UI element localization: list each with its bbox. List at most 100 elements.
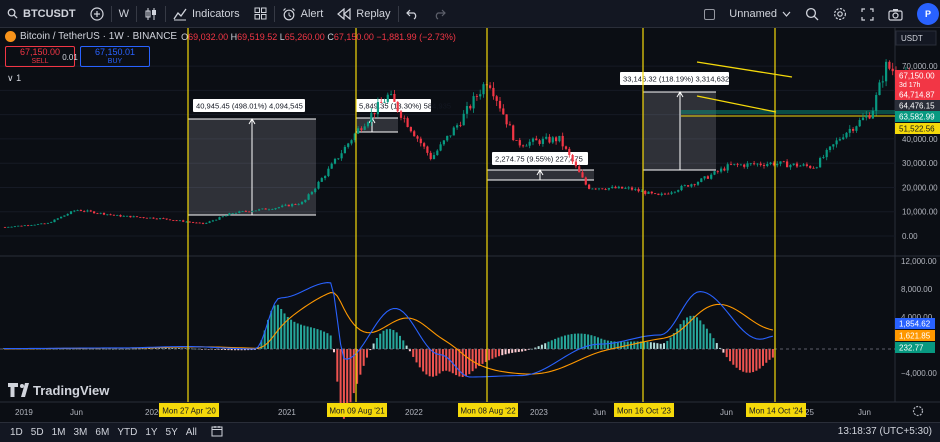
candle-body [76,210,79,211]
macd-bar [342,349,345,419]
range-1y[interactable]: 1Y [145,427,158,438]
macd-bar [663,343,665,349]
quick-search-button[interactable] [798,0,826,28]
indicators-button[interactable]: Indicators [166,0,247,28]
candle-body [690,184,693,187]
snapshot-button[interactable] [881,0,910,28]
candle-body [621,186,624,189]
marker-date-label: Mon 08 Aug '22 [458,403,518,417]
axis-macd-label: 232.77 [895,342,935,353]
axis-price-box [895,111,940,122]
candle-body [634,189,637,190]
macd-bar [564,335,566,349]
candle-body [122,215,125,217]
candle-body [99,212,102,214]
macd-bar [712,338,715,349]
macd-bar [359,349,362,375]
macd-bar [418,349,421,368]
range-5y[interactable]: 5Y [165,427,178,438]
candle-body [360,128,363,130]
candle-body [545,136,548,139]
macd-tick-label: 4,000.00 [901,313,933,322]
range-5d[interactable]: 5D [30,427,44,438]
range-1m[interactable]: 1M [51,427,66,438]
interval-button[interactable]: W [112,0,136,28]
redo-button[interactable] [426,0,453,28]
fullscreen-button[interactable] [854,0,881,28]
range-1d[interactable]: 1D [10,427,23,438]
range-all[interactable]: All [185,427,197,438]
redo-icon [435,9,446,20]
candle-body [23,225,26,227]
macd-bar [643,341,646,349]
buy-label: BUY [107,58,123,65]
macd-bar [158,348,161,349]
compare-button[interactable] [83,0,111,28]
range-6m[interactable]: 6M [95,427,110,438]
macd-bar [593,336,596,349]
symbol-search[interactable]: BTCUSDT [0,0,83,28]
range-ytd[interactable]: YTD [117,427,138,438]
macd-bar [554,338,557,349]
macd-bar [669,337,672,349]
goto-date-button[interactable] [207,425,227,440]
candle-body [782,161,785,163]
candle-body [525,145,528,147]
candle-body [498,100,502,109]
candle-body [446,135,449,141]
candle-body [20,225,23,227]
alert-button[interactable]: Alert [275,0,331,28]
chart-type-button[interactable] [137,0,165,28]
candle-body [822,157,825,159]
macd-bar [577,333,580,349]
candle-body [109,214,112,216]
candle-body [555,137,558,142]
candle-body [132,216,135,218]
axis-macd-box [895,330,935,341]
candle-body [208,221,211,223]
range-3m[interactable]: 3M [73,427,88,438]
candle-body [79,210,82,212]
bottom-toolbar: 1D 5D 1M 3M 6M YTD 1Y 5Y All 13:18:37 (U… [0,422,940,442]
undo-button[interactable] [399,0,426,28]
macd-bar [468,349,471,375]
macd-bar [240,349,243,351]
candle-body [743,164,746,167]
candle-body [366,122,370,127]
candle-body [518,140,521,146]
settings-button[interactable] [826,0,854,28]
candle-body [538,140,541,144]
macd-bar [402,340,405,349]
sell-button[interactable]: 67,150.00 SELL [5,46,75,67]
templates-button[interactable] [247,0,274,28]
chart-canvas[interactable]: 70,000.0060,000.0050,000.0040,000.0030,0… [0,28,940,422]
indicator-collapse-toggle[interactable]: ∨ 1 [7,73,22,83]
price-tick-label: 10,000.00 [902,208,938,217]
candle-body [459,125,462,127]
candle-body [564,146,568,149]
layout-button[interactable]: Unnamed [697,0,798,28]
macd-bar [570,334,573,349]
candle-body [475,96,478,97]
macd-bar [527,349,530,350]
profile-button[interactable]: P [910,0,940,28]
axis-price-text: 63,582.99 [899,113,935,122]
support-zone [681,110,895,114]
candle-body [172,220,175,221]
ohlc-key: C [327,31,334,42]
candle-body [162,218,165,219]
price-tick-label: 70,000.00 [902,62,938,71]
replay-button[interactable]: Replay [330,0,397,28]
macd-bar [392,330,395,349]
marker-date-label: Mon 09 Aug '21 [327,403,387,417]
axis-price-text: 64,714.87 [899,91,935,100]
candle-body [789,164,792,168]
chevron-down-icon [782,11,791,17]
candle-body [462,113,465,126]
candle-body [393,93,396,102]
buy-button[interactable]: 67,150.01 BUY [80,46,150,67]
macd-bar [69,348,71,350]
undo-icon [405,9,416,20]
candle-body [472,96,475,109]
candle-body [578,166,581,173]
